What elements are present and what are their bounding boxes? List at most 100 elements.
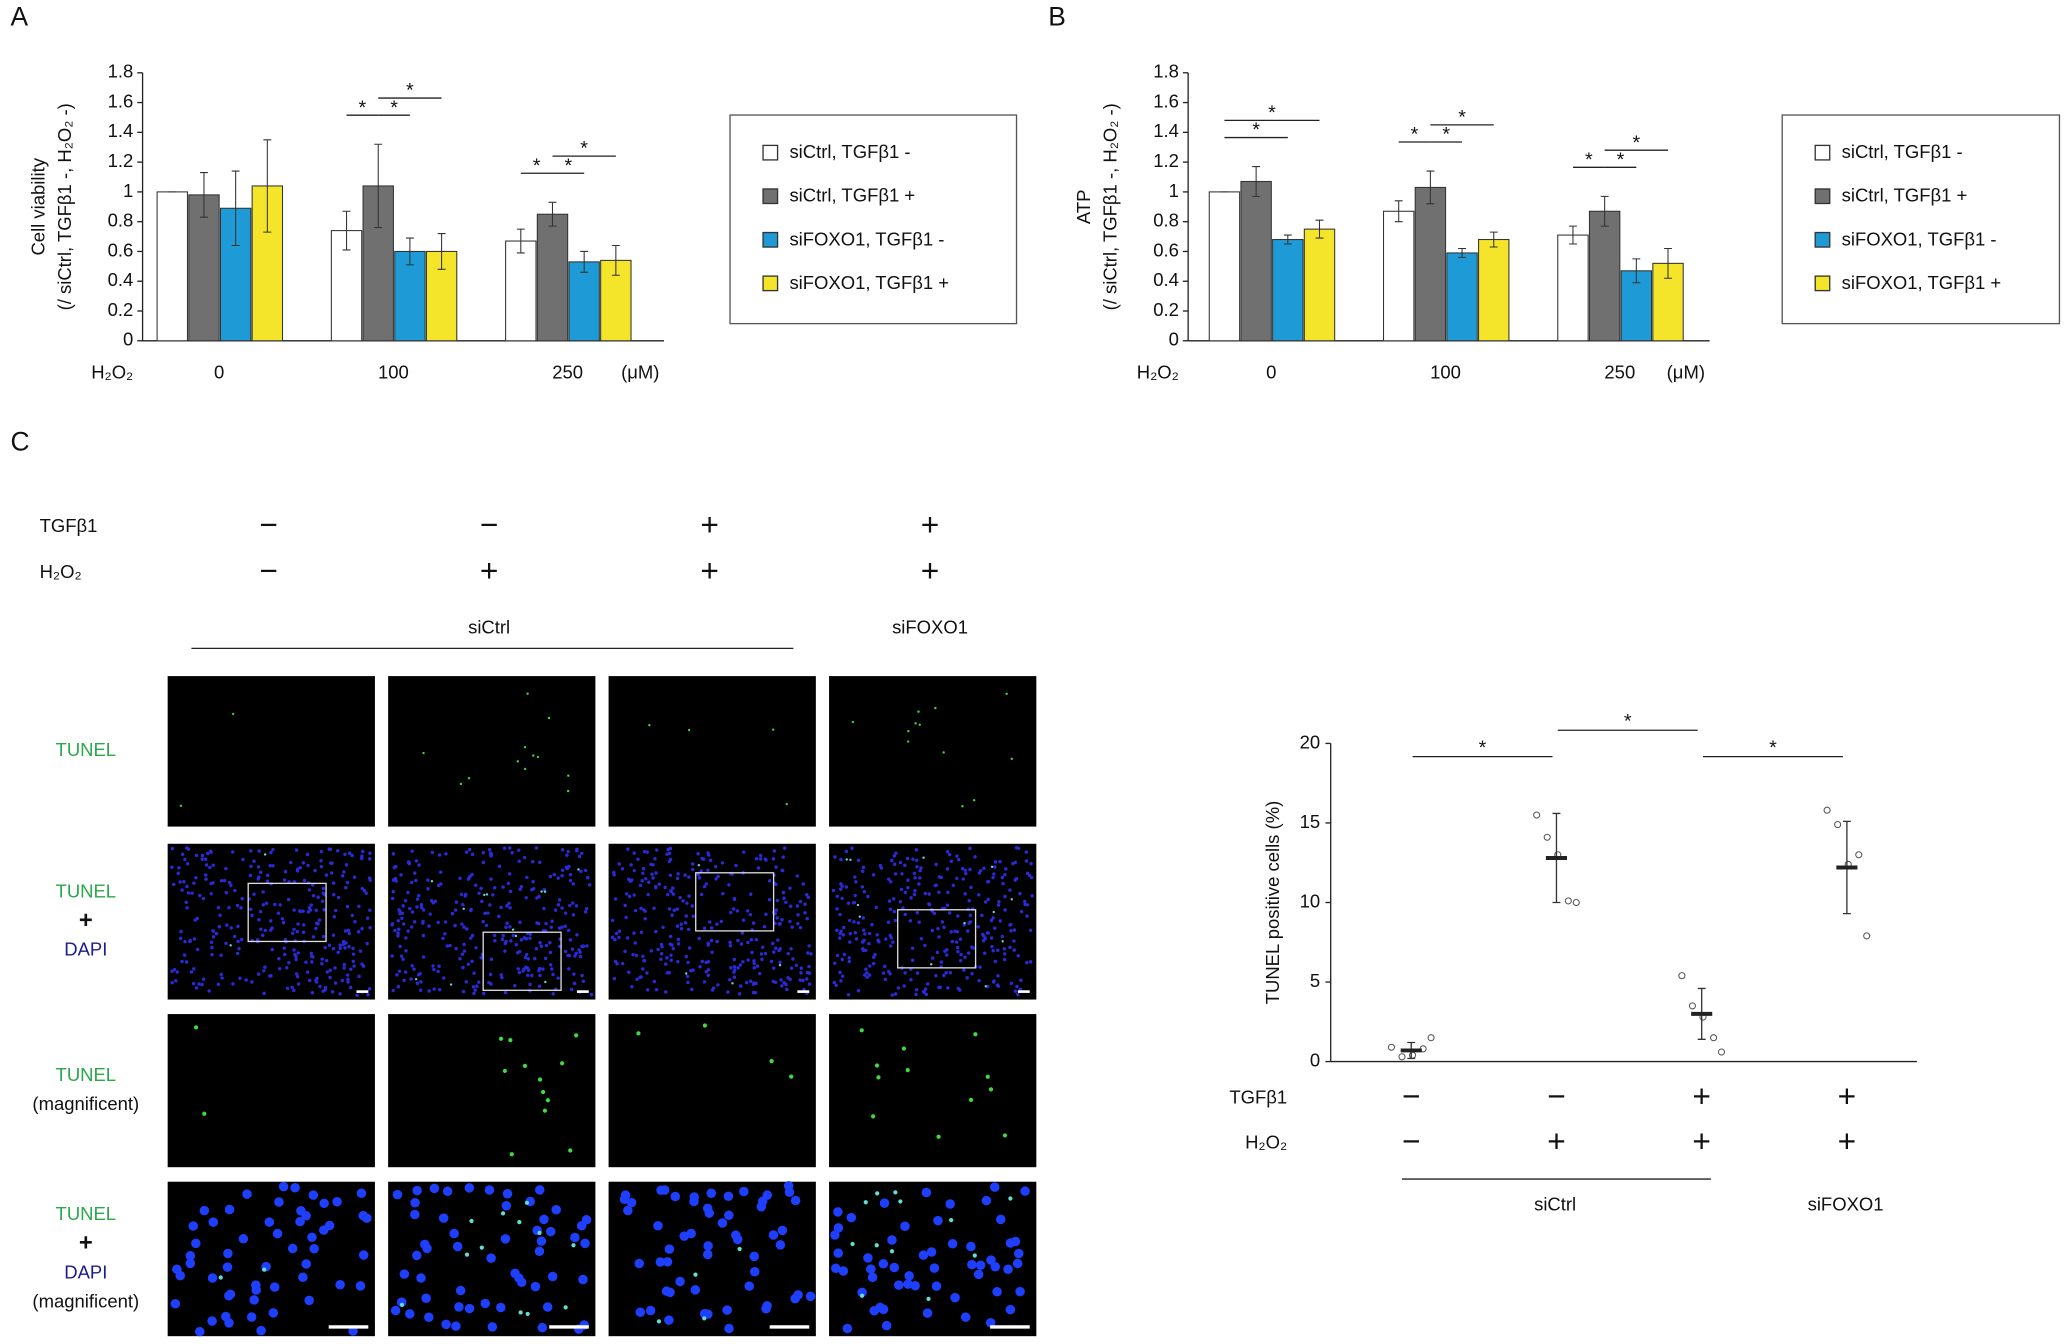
nucleus (431, 964, 435, 968)
nucleus (684, 914, 688, 918)
nucleus (543, 956, 548, 961)
nucleus (1003, 908, 1007, 912)
tunel-signal (568, 1148, 573, 1153)
nucleus (186, 847, 191, 851)
nucleus (1012, 1258, 1023, 1269)
nucleus (467, 847, 472, 852)
nucleus (986, 897, 990, 902)
tunel-signal (464, 1252, 470, 1257)
nucleus (1029, 861, 1033, 866)
nucleus (416, 1273, 426, 1283)
nucleus (918, 1250, 929, 1260)
nucleus (409, 925, 414, 929)
nucleus (717, 1218, 728, 1228)
nucleus (835, 928, 839, 933)
micrograph (608, 676, 816, 827)
nucleus (700, 959, 705, 964)
nucleus (698, 965, 702, 969)
nucleus (393, 928, 397, 933)
nucleus (507, 901, 511, 906)
nucleus (489, 877, 493, 881)
tunel-signal (537, 1077, 543, 1082)
nucleus (894, 851, 898, 855)
nucleus (653, 1220, 663, 1231)
nucleus (277, 967, 282, 971)
nucleus (945, 948, 949, 952)
nucleus (946, 890, 950, 895)
nucleus (353, 920, 357, 924)
nucleus (322, 908, 326, 912)
row-label: TUNEL (56, 739, 117, 760)
nucleus (789, 947, 793, 951)
nucleus (734, 863, 738, 868)
nucleus (481, 919, 485, 924)
nucleus (844, 849, 849, 854)
condition-label: H₂O₂ (1245, 1131, 1287, 1152)
nucleus (273, 902, 277, 907)
nucleus (344, 863, 349, 867)
y-axis-label: Cell viability (27, 157, 48, 255)
nucleus (517, 859, 521, 863)
nucleus (782, 981, 786, 985)
nucleus (229, 926, 233, 930)
nucleus (1003, 872, 1007, 877)
nucleus (503, 949, 507, 953)
bar (1303, 228, 1336, 342)
nucleus (1012, 928, 1017, 932)
nucleus (248, 873, 253, 878)
nucleus (752, 961, 756, 966)
nucleus (649, 862, 653, 867)
nucleus (775, 898, 780, 903)
nucleus (268, 919, 273, 923)
nucleus (938, 985, 943, 989)
nucleus (640, 879, 644, 883)
nucleus (366, 992, 370, 997)
nucleus (572, 981, 577, 986)
nucleus (305, 970, 310, 974)
nucleus (978, 965, 982, 969)
nucleus (950, 939, 955, 944)
nucleus (170, 1299, 181, 1309)
nucleus (672, 908, 676, 912)
nucleus (867, 1272, 878, 1283)
nucleus (798, 925, 803, 930)
nucleus (936, 926, 940, 931)
nucleus (526, 957, 531, 961)
nucleus (764, 912, 768, 917)
legend-swatch (1814, 231, 1831, 248)
tunel-signal (523, 767, 527, 771)
nucleus (199, 1205, 210, 1216)
tunel-signal (769, 1059, 774, 1064)
nucleus (292, 988, 296, 993)
tunel-signal (949, 1217, 954, 1223)
tunel-signal (459, 782, 463, 786)
y-tick-label: 15 (1300, 811, 1321, 832)
nucleus (701, 857, 706, 861)
tunel-signal (517, 1220, 522, 1225)
nucleus (524, 896, 528, 900)
nucleus (1019, 909, 1024, 914)
nucleus (889, 880, 893, 884)
nucleus (723, 1191, 734, 1202)
error-bar (611, 244, 620, 276)
nucleus (563, 911, 568, 915)
nucleus (488, 903, 492, 907)
tunel-signal (972, 799, 976, 802)
nucleus (776, 938, 780, 942)
nucleus (464, 850, 469, 854)
nucleus (259, 927, 263, 931)
nucleus (752, 966, 756, 970)
nucleus (966, 951, 971, 955)
nucleus (261, 890, 265, 894)
significance-label: * (1632, 132, 1640, 154)
nucleus (620, 867, 625, 871)
nucleus (847, 956, 851, 960)
tunel-signal (901, 1046, 906, 1051)
nucleus (316, 895, 320, 899)
nucleus (642, 849, 647, 854)
nucleus (886, 920, 891, 924)
nucleus (244, 978, 248, 982)
legend-label: siFOXO1, TGFβ1 - (1842, 228, 1997, 249)
tunel-signal (1002, 1133, 1008, 1138)
nucleus (613, 897, 618, 901)
